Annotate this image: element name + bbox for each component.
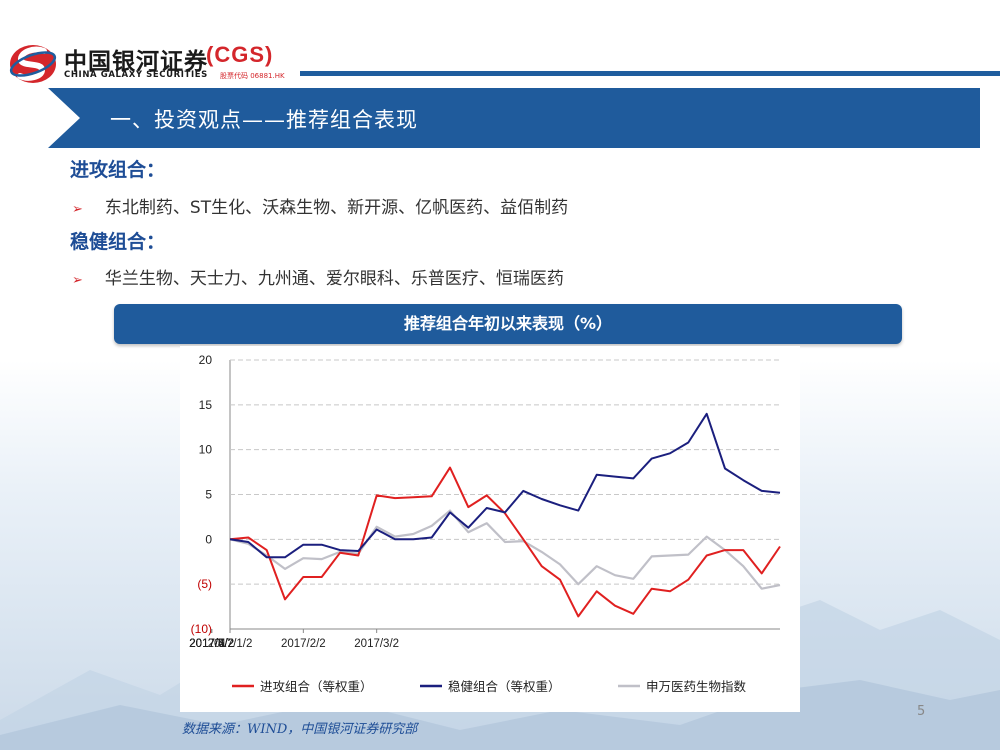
stable-portfolio-bullet: ➢ 华兰生物、天士力、九州通、爱尔眼科、乐普医疗、恒瑞医药 bbox=[72, 264, 564, 289]
x-tick-label: 2017/5/2 bbox=[189, 638, 234, 650]
y-tick-label: (10) bbox=[191, 622, 212, 636]
aggressive-portfolio-stocks: 东北制药、ST生化、沃森生物、新开源、亿帆医药、益佰制药 bbox=[104, 198, 569, 218]
header-rule bbox=[300, 71, 1000, 76]
logo-stock-code: 股票代码 06881.HK bbox=[220, 72, 285, 80]
x-tick-label: 2017/6/2 bbox=[189, 638, 234, 650]
aggressive-portfolio-title: 进攻组合： bbox=[70, 159, 166, 181]
stable-portfolio-stocks: 华兰生物、天士力、九州通、爱尔眼科、乐普医疗、恒瑞医药 bbox=[104, 269, 564, 289]
galaxy-logo-icon bbox=[9, 45, 57, 83]
series-line-3 bbox=[229, 509, 781, 590]
bullet-arrow-icon: ➢ bbox=[72, 202, 83, 217]
title-banner bbox=[48, 88, 980, 148]
x-tick-label: 2017/4/2 bbox=[189, 638, 234, 650]
logo-english-name: CHINA GALAXY SECURITIES bbox=[64, 70, 208, 80]
x-tick-label: 2017/1/2 bbox=[208, 638, 253, 650]
data-source: 数据来源：WIND，中国银河证券研究部 bbox=[182, 722, 418, 737]
legend-label: 稳健组合（等权重） bbox=[448, 679, 561, 694]
chart-container: 20 15 10 5 0 (5) (10) 2017/1/2 2017/2/2 2017/3/2 2… bbox=[180, 346, 800, 712]
y-tick-label: 15 bbox=[199, 398, 213, 412]
y-tick-label: 5 bbox=[205, 488, 212, 502]
stable-portfolio-title: 稳健组合： bbox=[70, 231, 166, 253]
y-tick-label: (5) bbox=[197, 577, 212, 591]
legend-label: 申万医药生物指数 bbox=[646, 679, 747, 694]
chart-title: 推荐组合年初以来表现（%） bbox=[114, 304, 902, 344]
logo-cgs: (CGS) bbox=[206, 42, 274, 67]
x-tick-label: 2017/7/2 bbox=[189, 638, 234, 650]
y-tick-label: 0 bbox=[205, 532, 212, 546]
series-line-2 bbox=[229, 412, 781, 559]
legend-label: 进攻组合（等权重） bbox=[260, 679, 373, 694]
bullet-arrow-icon: ➢ bbox=[72, 273, 83, 288]
y-tick-label: 10 bbox=[199, 443, 213, 457]
logo-chinese-name: 中国银河证券 bbox=[64, 49, 208, 75]
page-title: 一、投资观点——推荐组合表现 bbox=[110, 108, 418, 132]
x-tick-label: 2017/3/2 bbox=[354, 638, 399, 650]
page-number: 5 bbox=[917, 704, 926, 719]
company-logo: 中国银河证券 CHINA GALAXY SECURITIES (CGS) 股票代… bbox=[8, 40, 318, 90]
line-chart: 20 15 10 5 0 (5) (10) 2017/1/2 2017/2/2 2017/3/2 2… bbox=[189, 353, 781, 694]
aggressive-portfolio-bullet: ➢ 东北制药、ST生化、沃森生物、新开源、亿帆医药、益佰制药 bbox=[72, 193, 568, 218]
x-tick-label: 2017/2/2 bbox=[281, 638, 326, 650]
y-tick-label: 20 bbox=[199, 353, 213, 367]
